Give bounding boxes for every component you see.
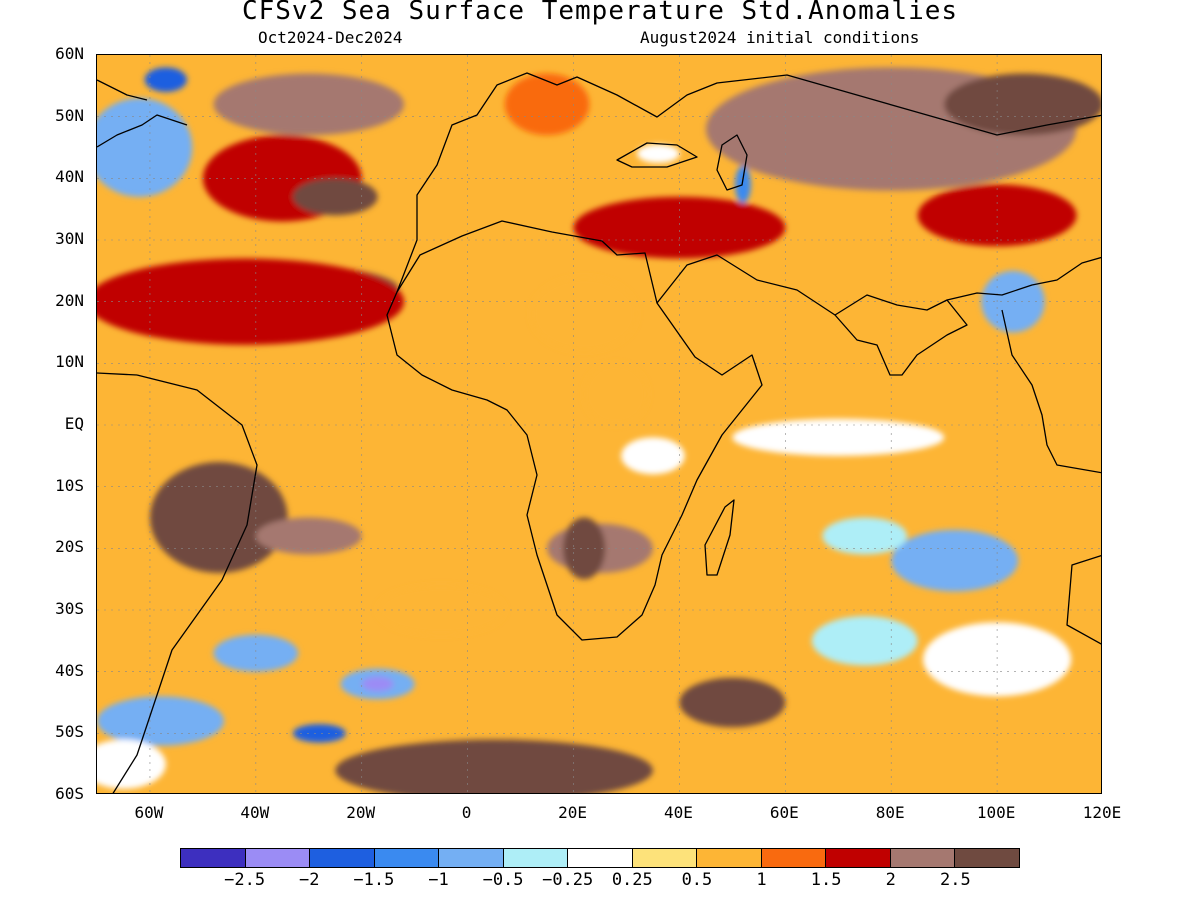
anomaly-region-34 [637, 144, 680, 163]
colorbar-swatch [245, 849, 311, 867]
anomaly-region-13 [292, 724, 346, 743]
lat-label: 40S [55, 660, 84, 680]
colorbar-swatch [761, 849, 827, 867]
lat-label: 10S [55, 475, 84, 495]
colorbar-label: −1.5 [353, 870, 395, 890]
colorbar-label: −0.5 [482, 870, 524, 890]
coastline-madagascar [704, 499, 735, 576]
graticule [97, 55, 1101, 793]
anomaly-region-0 [149, 462, 288, 573]
coastline-caspian-sea [716, 134, 748, 191]
anomaly-region-15 [679, 677, 786, 728]
lat-label: 50S [55, 722, 84, 742]
colorbar-swatch [310, 849, 375, 867]
colorbar-swatch [503, 849, 569, 867]
lat-label: 20N [55, 290, 84, 310]
anomaly-region-30 [922, 622, 1072, 697]
lat-label: 60S [55, 784, 84, 803]
anomaly-region-5 [292, 178, 378, 216]
colorbar-swatch [826, 849, 891, 867]
lon-label: 40E [663, 803, 693, 822]
lat-label: 30S [55, 599, 84, 618]
lat-label: 20S [55, 537, 84, 557]
coastline-india [834, 294, 968, 376]
lat-label: 10N [55, 352, 84, 372]
anomaly-region-11 [361, 676, 394, 692]
colorbar-swatch [697, 849, 762, 867]
coastline-europe-asia [396, 72, 1101, 316]
colorbar-label: 1.5 [810, 870, 842, 890]
anomaly-region-26 [891, 529, 1019, 592]
anomaly-region-18 [531, 277, 638, 351]
anomaly-region-9 [213, 634, 299, 672]
colorbar-swatch [374, 849, 440, 867]
coastline-south-america [97, 372, 258, 793]
coastline-black-sea [616, 142, 698, 168]
forecast-period: Oct2024-Dec2024 [258, 28, 403, 47]
colorbar-label: −1 [428, 870, 449, 890]
lon-label: 60E [769, 803, 799, 822]
anomaly-region-14 [335, 739, 653, 793]
colorbar-label: 2.5 [940, 870, 971, 890]
lon-label: 40W [240, 803, 270, 822]
anomaly-region-20 [621, 437, 685, 475]
coastline-north-america [97, 79, 188, 148]
colorbar-swatch [568, 849, 633, 867]
colorbar-label: −2.5 [224, 870, 266, 890]
lon-label: 60W [134, 803, 164, 822]
anomaly-region-6 [213, 73, 405, 136]
lat-label: 60N [55, 44, 84, 63]
anomaly-region-28 [732, 418, 945, 456]
anomaly-region-29 [811, 616, 918, 666]
anomaly-map [96, 54, 1102, 794]
lon-label: 20E [558, 803, 587, 822]
coastline-africa [386, 220, 763, 641]
coastlines [97, 72, 1101, 793]
colorbar-label: 0.25 [611, 870, 653, 890]
lon-label: 20W [346, 803, 376, 822]
anomaly-region-3 [97, 258, 405, 345]
chart-title: CFSv2 Sea Surface Temperature Std.Anomal… [241, 0, 959, 26]
colorbar-label: −2 [298, 870, 320, 890]
anomaly-region-8 [144, 67, 188, 92]
anomaly-region-32 [504, 73, 590, 136]
anomaly-region-21 [573, 196, 786, 259]
anomaly-layer [97, 67, 1101, 793]
anomaly-region-17 [562, 517, 606, 580]
lat-label: 50N [55, 105, 84, 125]
lon-label: 100E [976, 803, 1016, 822]
coastline-southeast-asia [946, 256, 1101, 474]
colorbar-swatch [439, 849, 504, 867]
colorbar-swatch [890, 849, 956, 867]
anomaly-region-24 [917, 184, 1077, 247]
lat-label: 40N [55, 167, 84, 187]
colorbar-label: 2 [885, 870, 896, 890]
anomaly-region-33 [735, 166, 751, 203]
colorbar-label: −0.25 [542, 870, 594, 890]
anomaly-region-23 [944, 73, 1101, 136]
lon-label: 120E [1082, 803, 1122, 822]
anomaly-region-1 [255, 517, 362, 555]
colorbar-swatch [955, 849, 1019, 867]
lon-label: 0 [461, 803, 472, 822]
colorbar-swatch [181, 849, 246, 867]
anomaly-region-19 [584, 363, 648, 425]
lat-label: EQ [64, 414, 84, 433]
lat-label: 30N [55, 229, 84, 248]
colorbar-swatch [632, 849, 698, 867]
anomaly-region-12 [97, 696, 225, 746]
anomaly-region-27 [822, 517, 908, 555]
colorbar [180, 848, 1020, 868]
coastline-australia [1066, 554, 1101, 645]
colorbar-label: 0.5 [681, 870, 713, 890]
map-svg [97, 55, 1101, 793]
lon-label: 80E [875, 803, 905, 822]
initial-conditions: August2024 initial conditions [640, 28, 920, 47]
anomaly-region-7 [97, 98, 193, 197]
colorbar-label: 1 [756, 870, 767, 890]
